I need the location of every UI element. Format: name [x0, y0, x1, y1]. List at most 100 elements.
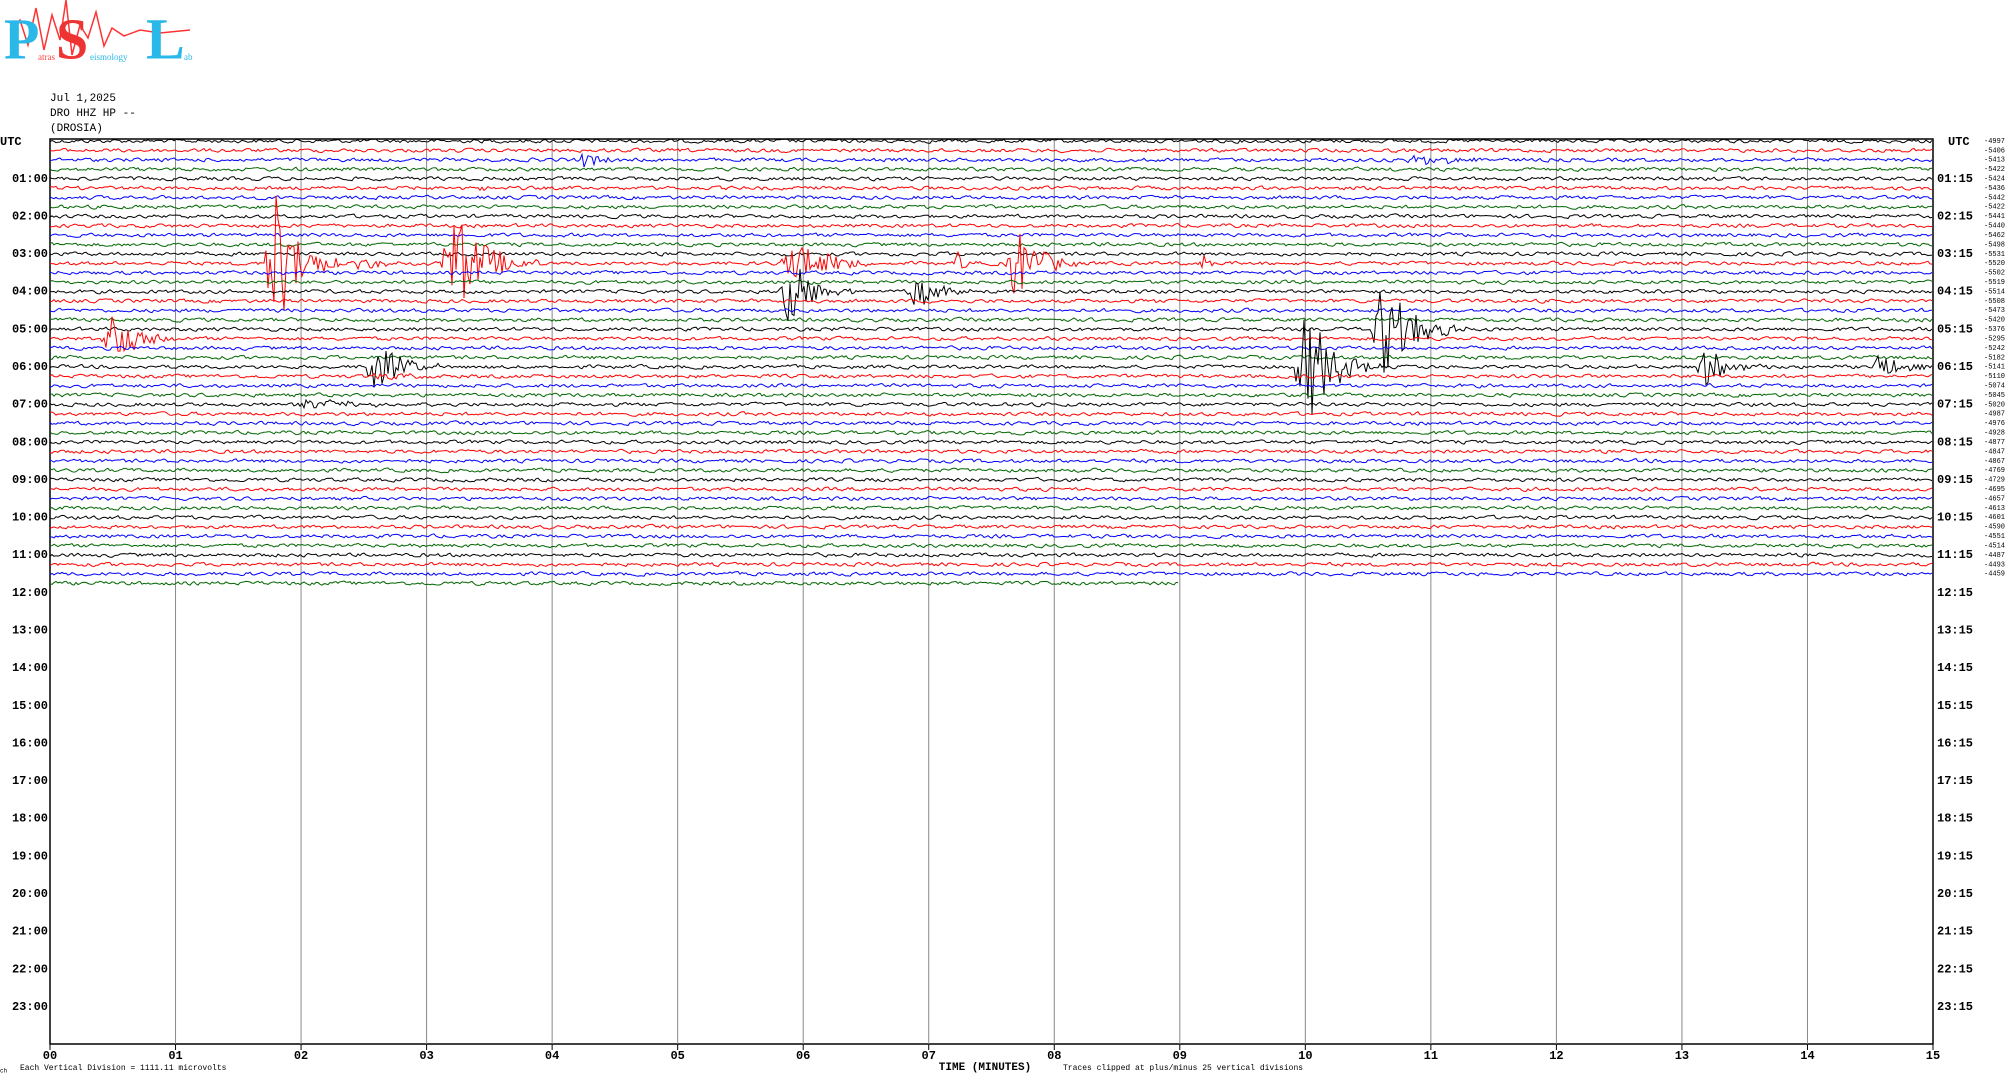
trace: [49, 279, 1933, 286]
left-hour-label: 05:00: [12, 322, 48, 336]
right-hour-label: 01:15: [1937, 172, 1973, 186]
x-tick-label: 04: [545, 1049, 559, 1063]
trace: [49, 392, 1933, 398]
trace-offset: -5519: [1984, 279, 2005, 287]
trace-offset: -5045: [1984, 392, 2005, 400]
right-axis-title: UTC: [1948, 135, 1970, 149]
right-hour-label: 22:15: [1937, 962, 1973, 976]
trace: [49, 561, 1933, 568]
logo-text: ab: [184, 52, 193, 62]
trace-offset: -4551: [1984, 533, 2005, 541]
right-hour-label: 14:15: [1937, 661, 1973, 675]
trace-offset: -5295: [1984, 335, 2005, 343]
trace: [49, 580, 1179, 587]
trace-offset: -5182: [1984, 354, 2005, 362]
trace: [49, 448, 1933, 455]
right-hour-label: 07:15: [1937, 398, 1973, 412]
left-hour-label: 13:00: [12, 623, 48, 637]
trace: [49, 319, 1933, 415]
trace-offset: -5141: [1984, 364, 2005, 372]
trace: [49, 251, 1932, 257]
trace: [49, 495, 1933, 502]
left-hour-label: 21:00: [12, 925, 48, 939]
trace-offset: -5442: [1984, 194, 2005, 202]
x-tick-label: 05: [670, 1049, 684, 1063]
trace-offset: -5074: [1984, 383, 2005, 391]
x-tick-label: 10: [1298, 1049, 1312, 1063]
right-hour-label: 17:15: [1937, 774, 1973, 788]
trace: [49, 147, 1933, 154]
trace-offset: -4729: [1984, 477, 2005, 485]
right-hour-label: 11:15: [1937, 548, 1973, 562]
trace: [49, 307, 1933, 314]
trace-offset: -4877: [1984, 439, 2005, 447]
x-tick-label: 06: [796, 1049, 810, 1063]
trace: [49, 514, 1933, 521]
trace-offset: -5514: [1984, 288, 2005, 296]
trace: [49, 505, 1933, 511]
trace: [49, 552, 1933, 558]
date: Jul 1,2025: [50, 93, 116, 105]
trace: [49, 467, 1933, 474]
trace: [49, 316, 1933, 323]
x-tick-label: 02: [294, 1049, 308, 1063]
trace-offset: -4459: [1984, 571, 2005, 579]
trace-offset: -4928: [1984, 430, 2005, 438]
right-hour-label: 04:15: [1937, 285, 1973, 299]
trace-offset: -4769: [1984, 467, 2005, 475]
logo-squiggle: [9, 0, 191, 56]
right-hour-label: 21:15: [1937, 925, 1973, 939]
trace: [49, 411, 1933, 417]
left-hour-label: 11:00: [12, 548, 48, 562]
trace-offset: -5424: [1984, 175, 2005, 183]
left-hour-label: 14:00: [12, 661, 48, 675]
trace-offset: -4487: [1984, 552, 2005, 560]
x-tick-label: 03: [419, 1049, 433, 1063]
trace-offset: -5020: [1984, 401, 2005, 409]
logo-text: atras: [38, 52, 55, 62]
trace: [49, 533, 1933, 540]
x-axis-title: TIME (MINUTES): [939, 1062, 1031, 1074]
left-hour-label: 19:00: [12, 849, 48, 863]
trace: [49, 194, 1933, 201]
trace-offset: -5498: [1984, 241, 2005, 249]
trace: [49, 398, 1933, 410]
right-hour-label: 23:15: [1937, 1000, 1973, 1014]
trace-offset: -4601: [1984, 514, 2005, 522]
trace-offset: -5110: [1984, 373, 2005, 381]
trace-offset: -5441: [1984, 213, 2005, 221]
right-hour-label: 05:15: [1937, 322, 1973, 336]
right-hour-label: 09:15: [1937, 473, 1973, 487]
trace: [49, 570, 1933, 577]
right-hour-label: 18:15: [1937, 812, 1973, 826]
left-hour-label: 17:00: [12, 774, 48, 788]
logo-p: P: [4, 6, 39, 71]
left-axis-title: UTC: [0, 135, 22, 149]
clip-note: Traces clipped at plus/minus 25 vertical…: [1063, 1064, 1303, 1073]
trace: [49, 232, 1933, 238]
location: (DROSIA): [50, 123, 103, 135]
trace: [49, 152, 1933, 168]
trace: [49, 222, 1933, 229]
trace: [49, 429, 1933, 436]
logo: P atras S eismology L ab: [4, 0, 193, 71]
trace: [49, 175, 1933, 182]
left-hour-label: 09:00: [12, 473, 48, 487]
x-tick-label: 13: [1675, 1049, 1689, 1063]
right-hour-label: 06:15: [1937, 360, 1973, 374]
left-hour-label: 07:00: [12, 398, 48, 412]
trace: [49, 166, 1932, 172]
left-hour-label: 10:00: [12, 511, 48, 525]
trace: [49, 458, 1933, 464]
left-hour-label: 15:00: [12, 699, 48, 713]
left-hour-label: 23:00: [12, 1000, 48, 1014]
trace-offset: -5520: [1984, 260, 2005, 268]
trace-offset: -4997: [1984, 138, 2005, 146]
left-hour-label: 01:00: [12, 172, 48, 186]
trace-offset: -4867: [1984, 458, 2005, 466]
trace-offset: -4493: [1984, 561, 2005, 569]
trace-offset: -5436: [1984, 185, 2005, 193]
trace-offset: -5531: [1984, 251, 2005, 259]
left-hour-label: 06:00: [12, 360, 48, 374]
trace: [49, 542, 1933, 549]
